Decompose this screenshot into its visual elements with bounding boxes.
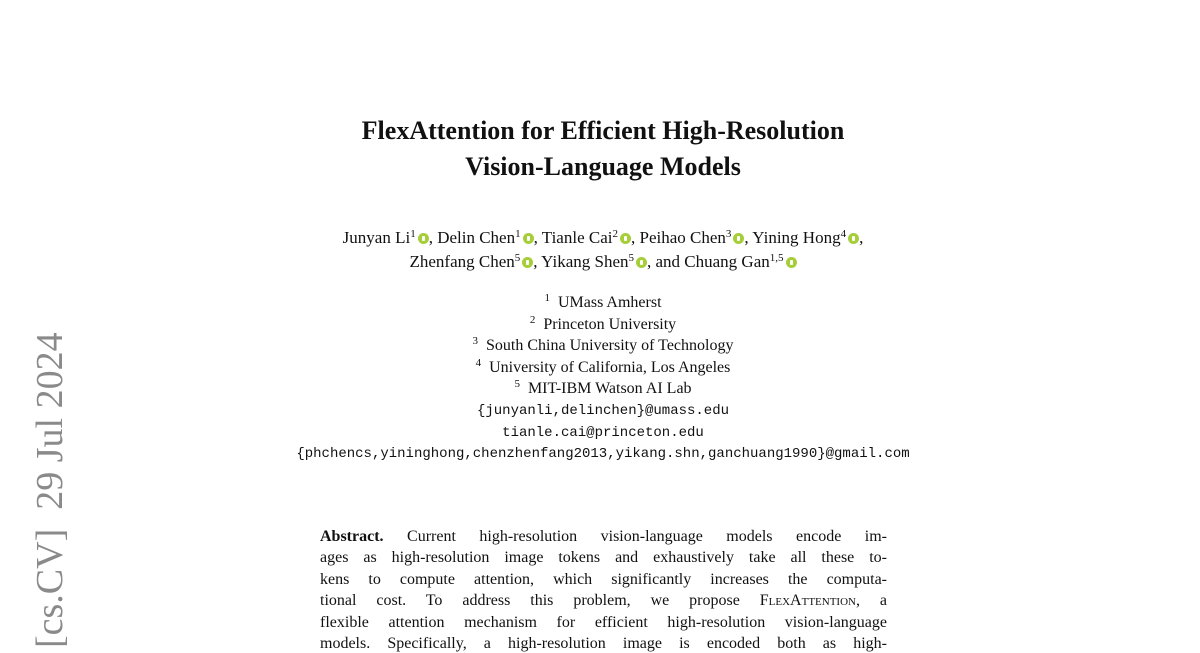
author-affiliation-mark: 5 <box>628 252 635 264</box>
author-affiliation-mark: 5 <box>514 252 521 264</box>
abstract-text: , a <box>855 592 888 610</box>
affiliation: 2 Princeton University <box>0 313 1200 334</box>
orcid-icon <box>848 233 860 244</box>
email: {junyanli,delinchen}@umass.edu <box>476 403 730 419</box>
affiliation-mark: 5 <box>514 378 520 390</box>
abstract-line: models. Specifically, a high-resolution … <box>320 635 887 653</box>
affiliation-mark: 2 <box>529 313 536 326</box>
author-name: Zhenfang Chen <box>409 252 515 271</box>
orcid-icon <box>619 233 631 244</box>
abstract-line: Abstract. Current high-resolution vision… <box>320 528 887 546</box>
abstract-line: tional cost. To address this problem, we… <box>320 592 887 610</box>
orcid-icon <box>522 257 534 268</box>
author-separator: , and <box>647 252 685 271</box>
author-affiliation-mark: 1 <box>515 228 521 240</box>
affiliation: 1 UMass Amherst <box>0 292 1200 312</box>
author-separator: , <box>533 228 542 247</box>
author-separator: , <box>744 228 753 247</box>
abstract-line: flexible attention mechanism for efficie… <box>320 614 887 632</box>
abstract-text: tional cost. To address this problem, we… <box>320 592 740 610</box>
email: {phchencs,yininghong,chenzhenfang2013,yi… <box>296 446 910 462</box>
author-affiliation-mark: 4 <box>840 228 847 240</box>
author-separator: , <box>630 228 640 247</box>
abstract-smallcaps-text: FlexAttention <box>759 592 856 610</box>
abstract-text: ages as high-resolution image tokens and… <box>320 549 887 567</box>
author-affiliation-mark: 2 <box>612 228 618 240</box>
author-separator: , <box>859 228 864 247</box>
abstract-line: ages as high-resolution image tokens and… <box>320 549 887 567</box>
author-separator: , <box>533 252 542 271</box>
affiliation-name: University of California, Los Angeles <box>489 358 731 376</box>
orcid-icon <box>733 233 745 244</box>
orcid-icon <box>417 233 429 244</box>
author-affiliation-mark: 1 <box>410 228 416 240</box>
sidebar-text: [cs.CV] <box>29 528 71 648</box>
author-name: Yining Hong <box>752 228 841 247</box>
author-line: Zhenfang Chen5, Yikang Shen5, and Chuang… <box>0 252 1200 272</box>
affiliation-name: South China University of Technology <box>486 337 734 354</box>
affiliation-name: MIT-IBM Watson AI Lab <box>527 380 692 397</box>
affiliation: 4 University of California, Los Angeles <box>0 356 1200 377</box>
author-separator: , <box>428 228 438 247</box>
author-name: Junyan Li <box>342 228 411 247</box>
affiliation-mark: 4 <box>475 356 482 369</box>
author-name: Tianle Cai <box>541 228 613 247</box>
affiliation-name: UMass Amherst <box>557 294 662 311</box>
title-line: FlexAttention for Efficient High-Resolut… <box>361 116 845 145</box>
abstract-text: Current high-resolution vision-language … <box>407 528 888 545</box>
affiliation-mark: 1 <box>544 292 550 304</box>
abstract-text: kens to compute attention, which signifi… <box>320 570 887 588</box>
abstract-text: flexible attention mechanism for efficie… <box>320 613 887 631</box>
author-affiliation-mark: 1,5 <box>769 252 784 264</box>
orcid-icon <box>636 257 647 268</box>
author-line: Junyan Li1, Delin Chen1, Tianle Cai2, Pe… <box>0 228 1200 248</box>
title-line: Vision-Language Models <box>465 152 741 181</box>
abstract-text: models. Specifically, a high-resolution … <box>320 635 887 652</box>
author-name: Chuang Gan <box>684 252 770 271</box>
orcid-icon <box>785 257 797 268</box>
author-name: Peihao Chen <box>639 228 726 247</box>
affiliation: 5 MIT-IBM Watson AI Lab <box>0 378 1200 398</box>
email: tianle.cai@princeton.edu <box>502 424 704 441</box>
author-name: Delin Chen <box>437 228 516 247</box>
affiliation: 3 South China University of Technology <box>0 335 1200 355</box>
abstract-line: kens to compute attention, which signifi… <box>320 571 887 589</box>
affiliation-mark: 3 <box>472 335 479 347</box>
affiliation-name: Princeton University <box>543 315 677 333</box>
author-affiliation-mark: 3 <box>725 228 732 240</box>
abstract-bold-text: Abstract. <box>320 528 384 545</box>
orcid-icon <box>522 233 534 244</box>
author-name: Yikang Shen <box>541 252 629 271</box>
